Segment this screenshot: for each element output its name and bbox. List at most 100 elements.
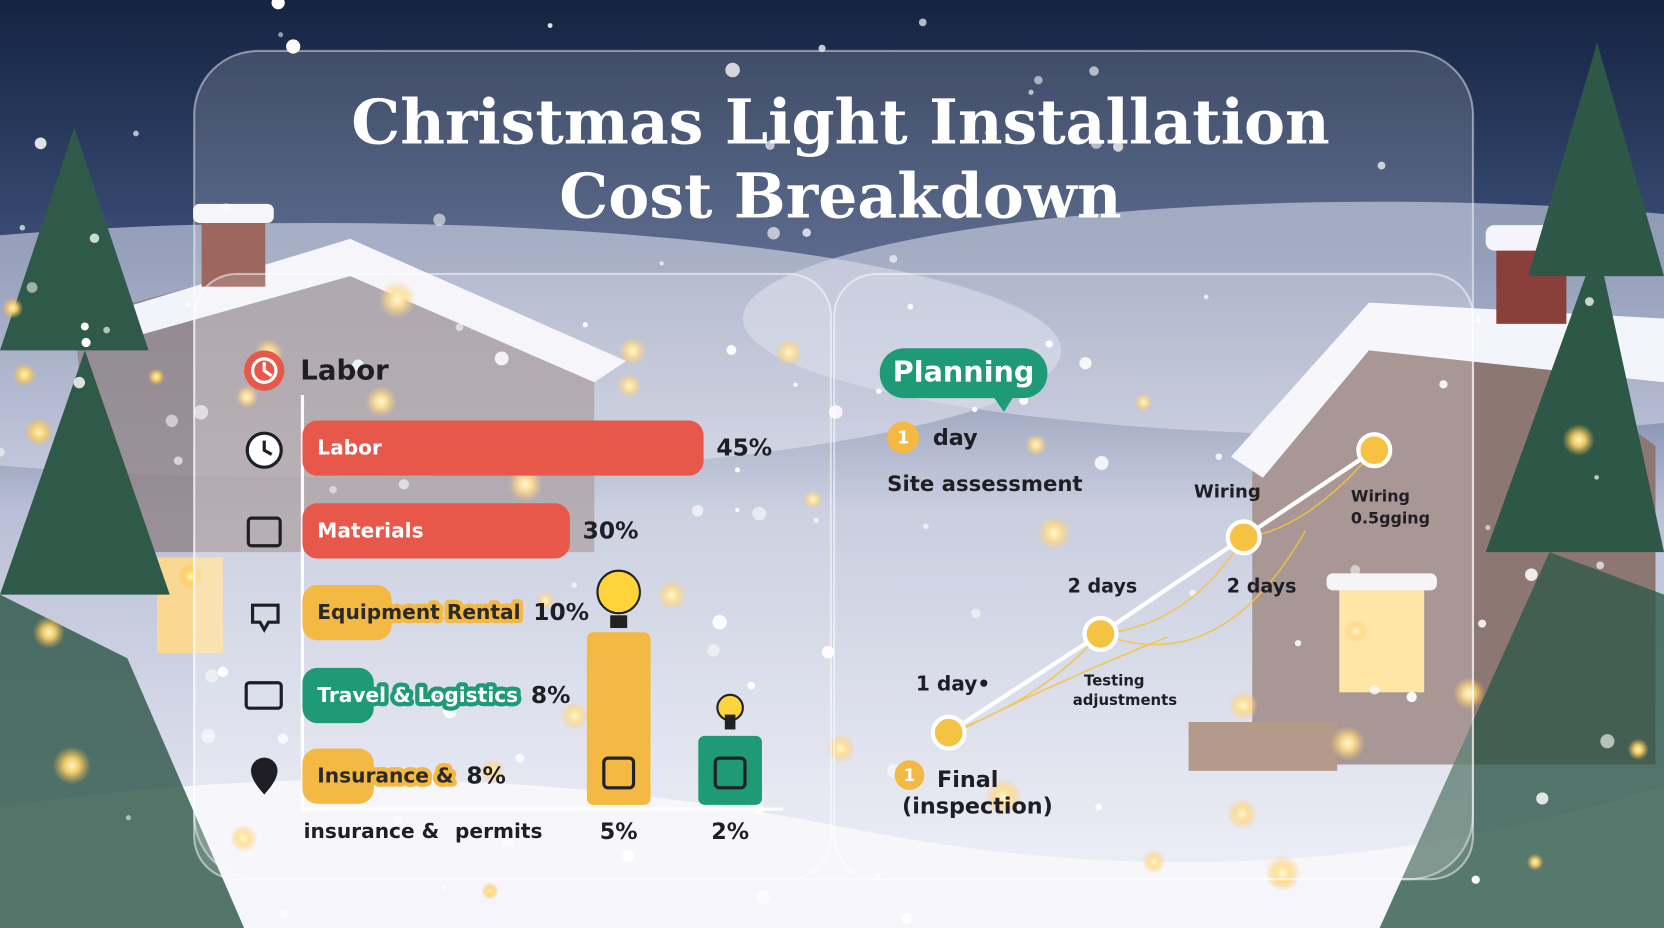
snowflake xyxy=(201,729,216,743)
light-glow xyxy=(480,759,505,784)
snowflake xyxy=(813,517,819,524)
light-glow xyxy=(536,591,555,611)
light-glow xyxy=(1264,854,1301,891)
light-glow xyxy=(508,467,543,502)
snowflake xyxy=(271,0,285,10)
value-label: 5% xyxy=(600,819,638,845)
light-glow xyxy=(1228,690,1259,721)
snowflake xyxy=(193,405,209,420)
light-glow xyxy=(378,280,417,319)
snowflake xyxy=(1090,137,1103,149)
light-strands xyxy=(948,449,1375,734)
snowflake xyxy=(1536,792,1549,805)
step-label: (inspection) xyxy=(902,793,1053,819)
snowflake xyxy=(547,23,553,28)
snowflake xyxy=(1079,357,1092,370)
light-glow xyxy=(1025,433,1048,456)
light-glow xyxy=(1627,738,1649,761)
snowflake xyxy=(286,39,301,54)
title-line: Christmas Light Installation xyxy=(351,85,1329,158)
light-glow xyxy=(656,580,687,611)
chart-header: Labor xyxy=(300,354,389,387)
row-icons xyxy=(244,431,283,795)
snowflake xyxy=(329,485,337,494)
light-glow xyxy=(1142,850,1166,874)
timeline-panel xyxy=(833,272,1475,881)
snowflake xyxy=(725,62,740,78)
snowflake xyxy=(133,130,139,137)
number-badge xyxy=(887,421,920,454)
snowflake xyxy=(433,213,446,226)
snowflake xyxy=(1377,161,1386,170)
snowflake xyxy=(1439,380,1448,389)
light-glow xyxy=(481,882,499,900)
snowflake xyxy=(19,224,26,231)
light-glow xyxy=(2,297,24,319)
snowflake xyxy=(901,913,913,925)
snowflake xyxy=(1095,803,1103,811)
snowflake xyxy=(1478,619,1487,628)
snowflake xyxy=(828,405,843,419)
light-glow xyxy=(1134,393,1153,412)
value-label: 2% xyxy=(711,819,749,845)
bar xyxy=(302,503,570,559)
light-glow xyxy=(12,362,37,387)
snowflake xyxy=(494,351,509,366)
bar-icon xyxy=(602,756,636,790)
snowflake xyxy=(1525,568,1538,581)
bar xyxy=(302,667,374,724)
snowflake xyxy=(1294,639,1302,647)
snowflake xyxy=(1215,453,1223,461)
snowflake xyxy=(1350,565,1361,576)
snowflake xyxy=(571,582,577,588)
snowflake xyxy=(669,202,678,212)
light-glow xyxy=(803,489,823,510)
snowflake xyxy=(985,127,997,139)
snowflake xyxy=(818,44,826,52)
clock-icon xyxy=(262,440,273,456)
snowflake xyxy=(455,323,464,332)
snowflake xyxy=(398,479,409,490)
snowflake xyxy=(1600,734,1615,749)
badge-tail xyxy=(992,394,1015,412)
badge xyxy=(879,348,1048,399)
timeline-path xyxy=(947,448,1376,735)
step-label: Final xyxy=(937,767,998,793)
value-label: 30% xyxy=(583,516,639,544)
light-glow xyxy=(177,563,204,590)
snowflake xyxy=(80,322,89,331)
snowflake xyxy=(707,644,720,657)
snowflake xyxy=(278,32,284,38)
light-glow xyxy=(1036,515,1072,551)
snowflake xyxy=(443,704,457,719)
bar-label: Travel & Logistics xyxy=(317,683,518,707)
timeline: Planning 1 day Site assessment Wiring Wi… xyxy=(879,348,1430,819)
value-label: 8% xyxy=(466,762,506,790)
light-glow xyxy=(1344,619,1368,643)
number-badge xyxy=(894,760,925,790)
bar xyxy=(302,585,392,641)
snowflake xyxy=(889,254,898,263)
light-glow xyxy=(24,417,54,447)
light-glow xyxy=(1226,798,1258,830)
light-glow xyxy=(235,385,259,409)
snowflake xyxy=(793,382,798,387)
snowflake xyxy=(89,233,100,244)
light-glow xyxy=(1330,726,1366,761)
snowflake xyxy=(582,322,588,328)
snowflake xyxy=(1113,141,1124,152)
light-glow xyxy=(147,368,165,386)
snowflake xyxy=(876,388,882,394)
snowflake xyxy=(515,753,525,763)
snowflake xyxy=(217,666,229,678)
snowflake xyxy=(767,226,780,240)
number-text: 1 xyxy=(904,766,916,786)
timeline-node xyxy=(1082,615,1119,652)
step-label: Wiring xyxy=(1194,482,1261,503)
value-label: 45% xyxy=(716,434,772,462)
snowflake xyxy=(441,885,446,890)
title-line: Cost Breakdown xyxy=(559,160,1121,233)
duration: 2 days xyxy=(1068,575,1138,598)
